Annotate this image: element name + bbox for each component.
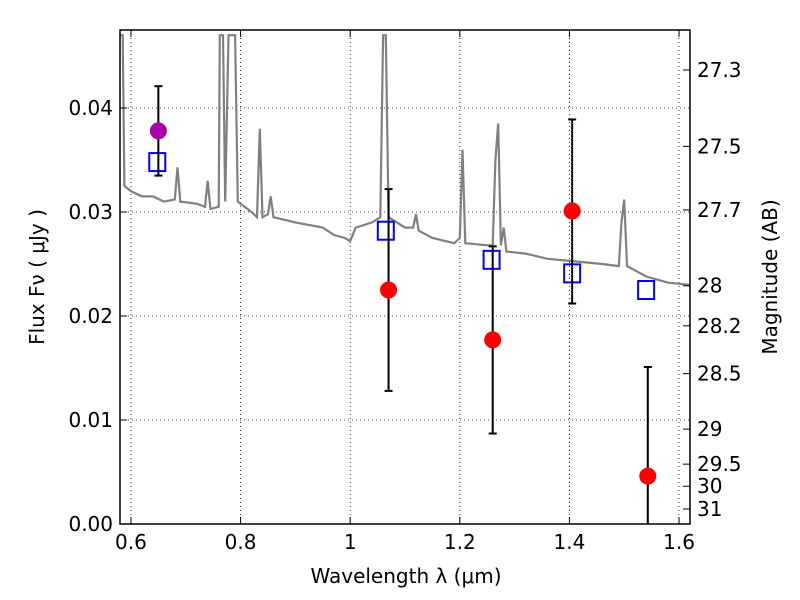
model-photometry-square <box>637 280 656 300</box>
right-tick-label: 28.2 <box>697 314 742 338</box>
observed-flux-point <box>563 202 581 220</box>
model-spectrum-line <box>120 34 690 286</box>
right-tick-label: 27.3 <box>697 58 742 82</box>
right-tick-label: 28 <box>697 274 722 298</box>
x-tick-label: 1.6 <box>663 530 695 554</box>
right-tick-label: 30 <box>697 474 722 498</box>
observed-flux-point <box>149 122 167 140</box>
right-tick-label: 27.5 <box>697 134 742 158</box>
grid-lines <box>120 30 690 525</box>
right-tick-label: 28.5 <box>697 362 742 386</box>
observed-flux-point <box>639 467 657 485</box>
plot-frame <box>119 29 691 525</box>
y-tick-label: 0.02 <box>68 304 113 328</box>
observed-flux-point <box>380 281 398 299</box>
model-photometry-square <box>148 152 167 173</box>
x-tick-label: 0.8 <box>225 530 257 554</box>
plot-area <box>120 34 690 524</box>
x-tick-label: 1.2 <box>444 530 476 554</box>
right-tick-label: 27.7 <box>697 198 742 222</box>
y-tick-label: 0.04 <box>68 96 113 120</box>
x-tick-label: 1.4 <box>554 530 586 554</box>
model-photometry-square <box>482 249 501 270</box>
right-tick-label: 29 <box>697 417 722 441</box>
y-tick-label: 0.00 <box>68 512 113 536</box>
x-tick-label: 1 <box>344 530 357 554</box>
y-tick-label: 0.01 <box>68 408 113 432</box>
right-tick-label: 31 <box>697 497 722 521</box>
right-tick-label: 29.5 <box>697 452 742 476</box>
y-tick-label: 0.03 <box>68 200 113 224</box>
model-photometry-square <box>376 220 395 241</box>
y-axis-label: Flux Fν ( μJy ) <box>25 209 49 345</box>
x-tick-label: 0.6 <box>115 530 147 554</box>
axes: 0.6 0.8 1 1.2 1.4 1.6 0.00 0.01 0.02 0.03 0.04 27.3… <box>68 29 742 554</box>
right-axis-label: Magnitude (AB) <box>758 199 782 354</box>
x-axis-label: Wavelength λ (μm) <box>310 564 501 588</box>
observed-flux-point <box>484 331 502 349</box>
